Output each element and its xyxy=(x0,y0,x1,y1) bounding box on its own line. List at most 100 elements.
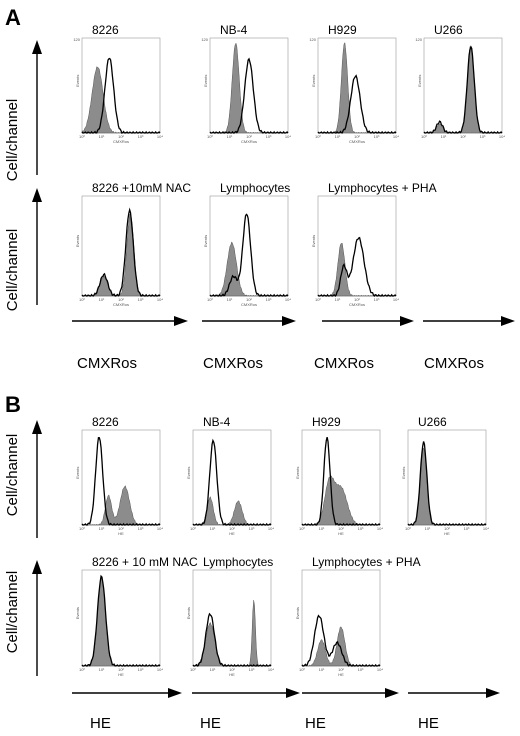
filled-histogram xyxy=(317,41,396,134)
open-histogram xyxy=(81,57,161,134)
x-arrow xyxy=(408,688,500,698)
x-tick-label: 10⁴ xyxy=(377,667,383,672)
histogram-cell: Lymphocytes Events 10⁰ 10¹ 10² 10³ 10⁴ HE xyxy=(186,555,274,677)
histogram-title: 8226 xyxy=(92,415,119,429)
panel-b-letter: B xyxy=(5,392,21,417)
histogram-frame xyxy=(81,195,161,297)
panel-b-histograms: 8226 Events 10⁰ 10¹ 10² 10³ 10⁴ HE NB-4 Events 10⁰… xyxy=(75,415,489,677)
x-axis-label: CMXRos xyxy=(113,302,129,307)
events-label: Events xyxy=(295,607,300,619)
filled-histogram xyxy=(81,66,160,134)
x-tick-label: 10¹ xyxy=(319,667,325,672)
events-label: Events xyxy=(186,607,191,619)
histogram-title: 8226 +10mM NAC xyxy=(92,181,191,195)
x-tick-label: 10² xyxy=(118,134,124,139)
histogram-frame xyxy=(423,37,503,134)
filled-histogram xyxy=(209,42,288,134)
x-tick-label: 10³ xyxy=(266,297,272,302)
x-tick-label: 10⁴ xyxy=(285,297,291,302)
x-tick-label: 10¹ xyxy=(210,526,216,531)
x-axis-label: HE xyxy=(118,531,124,536)
x-tick-label: 10⁴ xyxy=(157,134,163,139)
x-tick-label: 10¹ xyxy=(99,667,105,672)
histogram-title: Lymphocytes xyxy=(203,555,273,569)
panel-a-x-unit-4: CMXRos xyxy=(424,355,484,372)
events-label: Events xyxy=(311,75,316,87)
events-label: Events xyxy=(75,235,80,247)
histogram-cell: NB-4 Events 120 10⁰ 10¹ 10² 10³ 10⁴ CMXRos xyxy=(201,23,291,144)
panel-a-x-unit-2: CMXRos xyxy=(203,355,263,372)
panel-a-letter: A xyxy=(5,5,21,30)
x-tick-label: 10³ xyxy=(266,134,272,139)
panel-a-x-unit-1: CMXRos xyxy=(77,355,137,372)
open-histogram xyxy=(81,574,161,667)
x-axis-label: CMXRos xyxy=(241,302,257,307)
x-tick-label: 10⁰ xyxy=(299,667,305,672)
panel-b-row2-y-arrow xyxy=(32,560,42,676)
x-tick-label: 10⁰ xyxy=(79,667,85,672)
histogram-frame xyxy=(317,37,397,134)
x-tick-label: 10¹ xyxy=(99,526,105,531)
x-tick-label: 10⁴ xyxy=(157,526,163,531)
panel-a-histograms: 8226 Events 120 10⁰ 10¹ 10² 10³ 10⁴ CMXRos NB-4 Ev… xyxy=(73,23,505,307)
filled-histogram xyxy=(192,600,271,667)
x-tick-label: 10³ xyxy=(480,134,486,139)
histogram-cell: H929 Events 10⁰ 10¹ 10² 10³ 10⁴ HE xyxy=(295,415,383,536)
x-axis-label: CMXRos xyxy=(241,139,257,144)
x-tick-label: 10⁰ xyxy=(315,297,321,302)
panel-b-x-unit-4: HE xyxy=(418,715,439,732)
histogram-title: Lymphocytes xyxy=(220,181,290,195)
y-max-label: 120 xyxy=(309,37,316,42)
histogram-cell: Lymphocytes Events 10⁰ 10¹ 10² 10³ 10⁴ CMXRos xyxy=(203,181,291,307)
x-tick-label: 10² xyxy=(444,526,450,531)
events-label: Events xyxy=(417,75,422,87)
x-tick-label: 10⁰ xyxy=(207,134,213,139)
panel-b-x-unit-3: HE xyxy=(305,715,326,732)
x-tick-label: 10⁰ xyxy=(315,134,321,139)
x-axis-label: HE xyxy=(338,672,344,677)
events-label: Events xyxy=(203,75,208,87)
filled-histogram xyxy=(301,626,380,667)
histogram-frame xyxy=(192,429,272,526)
x-arrow xyxy=(322,316,414,326)
panel-a-x-arrows xyxy=(72,316,515,326)
events-label: Events xyxy=(295,467,300,479)
open-histogram xyxy=(209,213,289,297)
filled-histogram xyxy=(317,243,396,297)
x-tick-label: 10¹ xyxy=(99,134,105,139)
x-tick-label: 10³ xyxy=(138,667,144,672)
histogram-title: Lymphocytes + PHA xyxy=(312,555,421,569)
x-tick-label: 10⁴ xyxy=(377,526,383,531)
open-histogram xyxy=(317,74,397,134)
histogram-cell: 8226 + 10 mM NAC Events 10⁰ 10¹ 10² 10³ 10⁴ HE xyxy=(75,555,198,677)
x-tick-label: 10³ xyxy=(464,526,470,531)
x-tick-label: 10⁴ xyxy=(499,134,505,139)
x-tick-label: 10¹ xyxy=(425,526,431,531)
filled-histogram xyxy=(301,475,380,526)
x-tick-label: 10² xyxy=(338,667,344,672)
events-label: Events xyxy=(75,607,80,619)
x-axis-label: HE xyxy=(229,531,235,536)
x-tick-label: 10³ xyxy=(249,526,255,531)
x-tick-label: 10² xyxy=(338,526,344,531)
x-tick-label: 10⁰ xyxy=(190,526,196,531)
events-label: Events xyxy=(75,467,80,479)
histogram-frame xyxy=(317,195,397,297)
x-axis-label: HE xyxy=(229,672,235,677)
panel-a-row1-y-arrow xyxy=(32,40,42,175)
x-tick-label: 10² xyxy=(460,134,466,139)
x-tick-label: 10⁴ xyxy=(268,667,274,672)
histogram-title: 8226 + 10 mM NAC xyxy=(92,555,198,569)
filled-histogram xyxy=(81,213,160,297)
x-tick-label: 10³ xyxy=(374,297,380,302)
x-tick-label: 10⁴ xyxy=(268,526,274,531)
x-tick-label: 10⁰ xyxy=(405,526,411,531)
x-tick-label: 10⁰ xyxy=(79,297,85,302)
panel-b-row1-y-label: Cell/channel xyxy=(4,434,21,517)
y-max-label: 120 xyxy=(415,37,422,42)
histogram-cell: 8226 Events 120 10⁰ 10¹ 10² 10³ 10⁴ CMXRos xyxy=(73,23,163,144)
x-tick-label: 10² xyxy=(118,297,124,302)
histogram-cell: Lymphocytes + PHA Events 10⁰ 10¹ 10² 10³ 10⁴ HE xyxy=(295,555,421,677)
histogram-cell: U266 Events 10⁰ 10¹ 10² 10³ 10⁴ HE xyxy=(401,415,489,536)
